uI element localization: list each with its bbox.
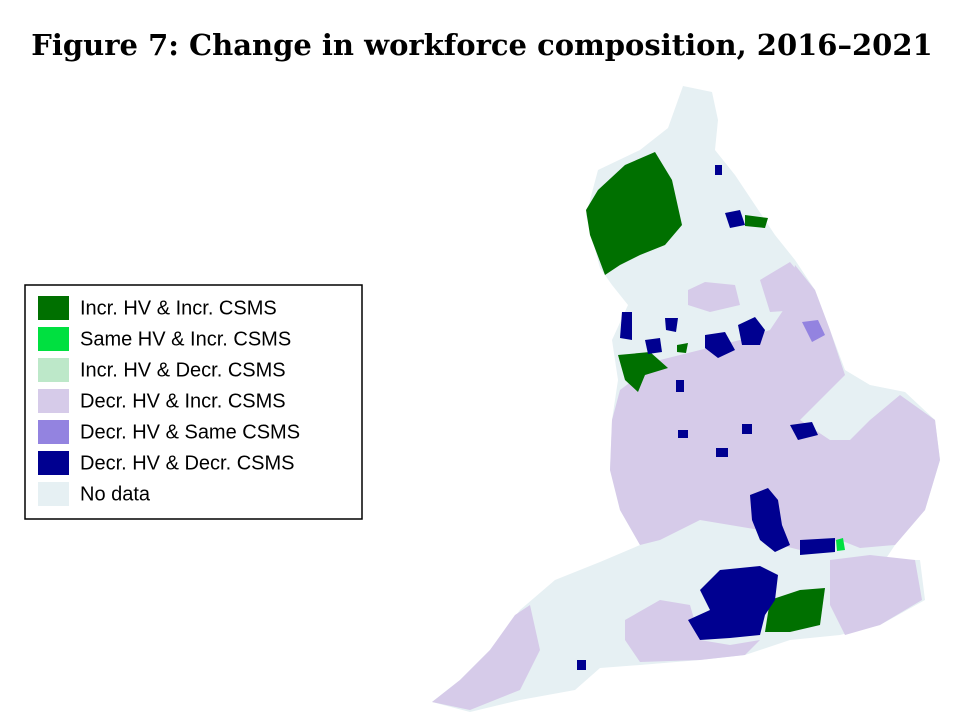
legend: Incr. HV & Incr. CSMS Same HV & Incr. CSM… bbox=[38, 296, 300, 506]
region bbox=[620, 312, 632, 340]
region bbox=[665, 318, 678, 332]
region bbox=[577, 660, 586, 670]
legend-label: Same HV & Incr. CSMS bbox=[80, 328, 291, 350]
region bbox=[790, 422, 818, 440]
region bbox=[830, 555, 922, 635]
region bbox=[586, 152, 682, 275]
region bbox=[625, 600, 760, 662]
region bbox=[716, 448, 728, 457]
region bbox=[800, 538, 835, 555]
region bbox=[610, 265, 940, 550]
region bbox=[676, 380, 684, 392]
region bbox=[432, 605, 540, 710]
legend-swatch bbox=[38, 327, 69, 351]
legend-label: Incr. HV & Decr. CSMS bbox=[80, 359, 286, 381]
region bbox=[750, 488, 790, 552]
legend-label: Decr. HV & Same CSMS bbox=[80, 421, 300, 443]
region bbox=[725, 210, 745, 228]
legend-swatch bbox=[38, 296, 69, 320]
region bbox=[802, 320, 825, 342]
region bbox=[677, 343, 688, 353]
legend-label: No data bbox=[80, 483, 151, 505]
region bbox=[688, 566, 778, 640]
legend-swatch bbox=[38, 482, 69, 506]
region bbox=[765, 588, 825, 632]
region bbox=[715, 165, 722, 175]
region bbox=[688, 282, 740, 312]
region bbox=[760, 262, 805, 312]
title: Figure 7: Change in workforce compositio… bbox=[31, 28, 932, 62]
legend-box bbox=[24, 284, 363, 520]
legend-label: Incr. HV & Incr. CSMS bbox=[80, 297, 277, 319]
region bbox=[618, 352, 668, 392]
legend-swatch bbox=[38, 451, 69, 475]
region bbox=[738, 317, 765, 345]
legend-swatch bbox=[38, 358, 69, 382]
region bbox=[836, 538, 845, 551]
region bbox=[745, 215, 768, 228]
legend-swatch bbox=[38, 389, 69, 413]
region bbox=[678, 430, 688, 438]
region bbox=[742, 424, 752, 434]
legend-label: Decr. HV & Decr. CSMS bbox=[80, 452, 295, 474]
legend-swatch bbox=[38, 420, 69, 444]
region bbox=[645, 338, 662, 354]
region bbox=[705, 332, 735, 358]
legend-label: Decr. HV & Incr. CSMS bbox=[80, 390, 286, 412]
map bbox=[432, 86, 940, 712]
